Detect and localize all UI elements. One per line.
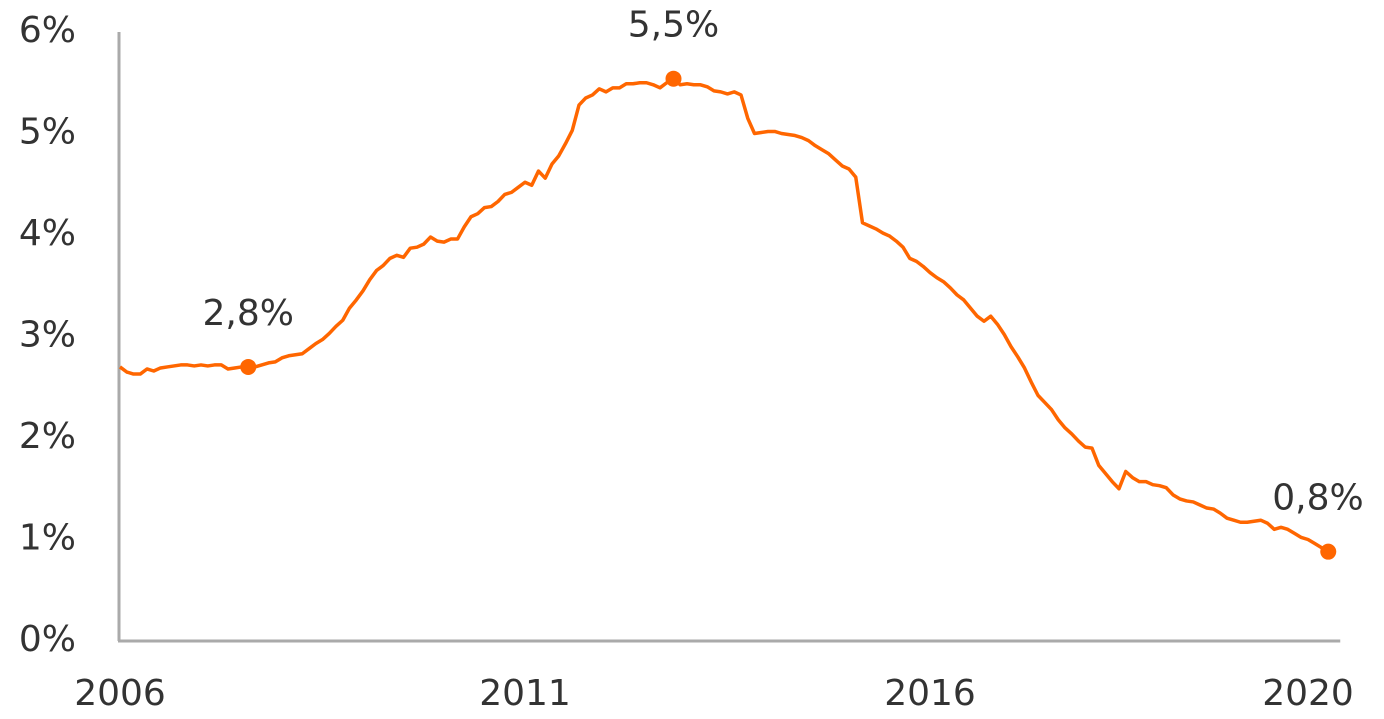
line-series bbox=[118, 76, 1330, 554]
annotation-label: 5,5% bbox=[628, 5, 719, 46]
x-tick-label: 2016 bbox=[884, 673, 976, 714]
y-tick-label: 5% bbox=[19, 112, 76, 153]
annotation-dot bbox=[665, 70, 682, 87]
y-tick-label: 1% bbox=[19, 518, 76, 559]
x-tick-label: 2011 bbox=[479, 673, 571, 714]
y-tick-label: 4% bbox=[19, 213, 76, 254]
annotation-label: 0,8% bbox=[1272, 478, 1363, 519]
annotation-dot bbox=[1320, 543, 1337, 560]
y-tick-label: 2% bbox=[19, 416, 76, 457]
annotation-label: 2,8% bbox=[203, 293, 294, 334]
x-tick-label: 2020 bbox=[1262, 673, 1354, 714]
x-tick-label: 2006 bbox=[74, 673, 166, 714]
y-tick-label: 3% bbox=[19, 315, 76, 356]
y-tick-label: 6% bbox=[19, 10, 76, 51]
annotation-dot bbox=[240, 358, 257, 375]
y-tick-label: 0% bbox=[19, 619, 76, 660]
